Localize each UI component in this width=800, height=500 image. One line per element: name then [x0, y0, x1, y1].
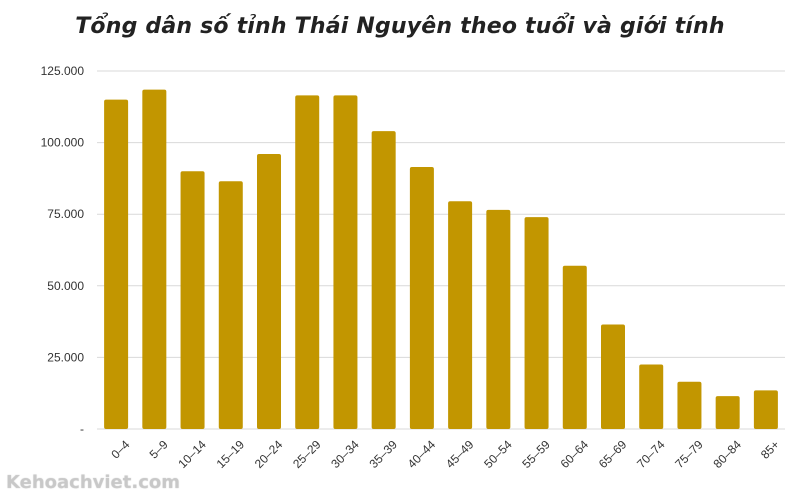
y-tick-label: 100.000 — [41, 136, 85, 150]
bar — [409, 166, 434, 429]
x-tick-label: 0–4 — [108, 437, 132, 461]
watermark-logo: Kehoachviet.com — [6, 472, 180, 493]
bar — [448, 201, 473, 429]
bar — [333, 95, 358, 430]
x-tick-label: 60–64 — [558, 437, 592, 471]
bar — [524, 217, 549, 429]
x-tick-label: 40–44 — [405, 437, 439, 471]
bars — [104, 89, 778, 430]
bar — [180, 171, 205, 430]
x-tick-label: 10–14 — [175, 437, 209, 471]
x-tick-label: 55–59 — [519, 437, 553, 471]
x-tick-label: 30–34 — [328, 437, 362, 471]
bar — [295, 95, 320, 430]
bar — [486, 209, 511, 429]
x-tick-label: 50–54 — [481, 437, 515, 471]
bar — [257, 154, 281, 429]
y-tick-label: - — [80, 422, 84, 436]
x-tick-label: 75–79 — [672, 437, 706, 471]
bar — [639, 364, 664, 429]
grid-lines — [97, 70, 785, 430]
bar — [104, 99, 129, 429]
bar — [562, 265, 587, 429]
x-tick-label: 85+ — [758, 437, 782, 461]
bar — [601, 324, 625, 429]
x-tick-label: 35–39 — [367, 437, 401, 471]
y-tick-label: 50.000 — [47, 279, 84, 293]
x-tick-label: 80–84 — [711, 437, 745, 471]
x-tick-label: 65–69 — [596, 437, 630, 471]
bar — [218, 181, 243, 429]
bar — [715, 396, 740, 429]
x-tick-label: 70–74 — [634, 437, 668, 471]
x-tick-label: 15–19 — [214, 437, 248, 471]
x-axis-labels: 0–4 5–9 10–14 15–19 20–24 25–29 30–34 35–39 40–4… — [108, 437, 782, 471]
x-tick-label: 45–49 — [443, 437, 477, 471]
x-tick-label: 20–24 — [252, 437, 286, 471]
bar — [142, 89, 167, 429]
y-axis-ticks: - 25.000 50.000 75.000 100.000 125.000 — [41, 64, 85, 436]
chart-title: Tổng dân số tỉnh Thái Nguyên theo tuổi v… — [75, 14, 725, 39]
y-tick-label: 25.000 — [47, 350, 84, 364]
bar — [753, 390, 778, 429]
y-tick-label: 75.000 — [47, 207, 84, 221]
x-tick-label: 5–9 — [147, 437, 171, 461]
y-tick-label: 125.000 — [41, 64, 85, 78]
bar — [677, 381, 702, 429]
x-tick-label: 25–29 — [290, 437, 324, 471]
bar — [371, 131, 396, 430]
